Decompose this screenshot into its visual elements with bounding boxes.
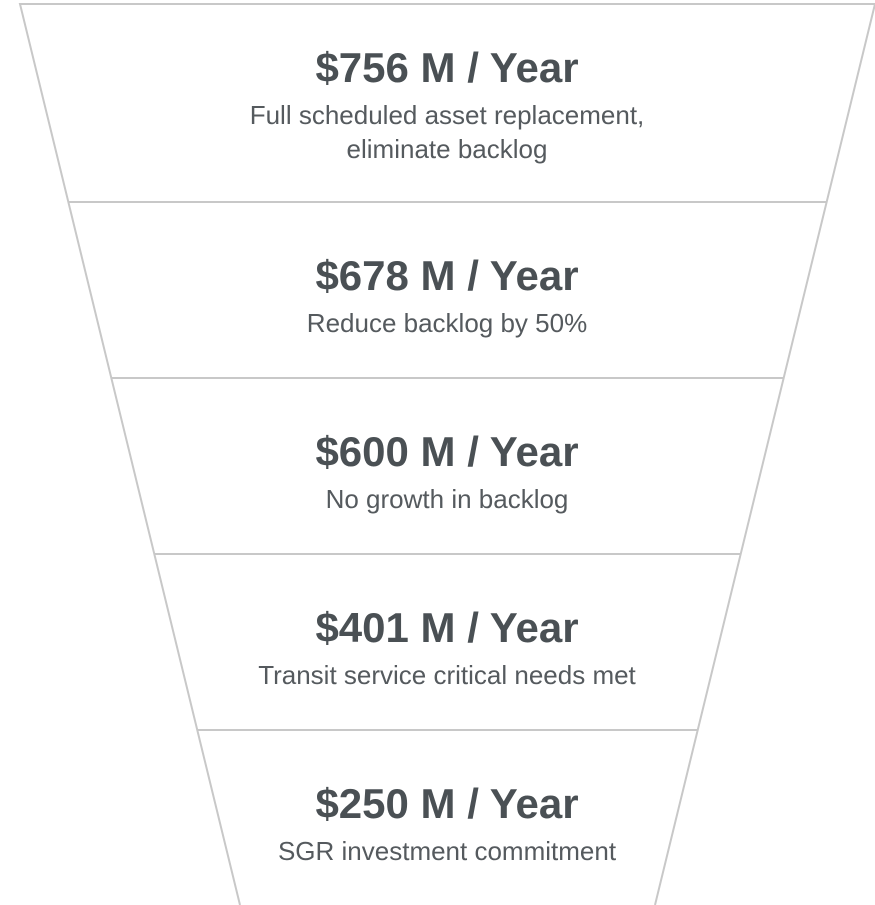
level-amount: $756 M / Year	[315, 44, 578, 91]
level-amount: $401 M / Year	[315, 604, 578, 651]
level-amount: $600 M / Year	[315, 428, 578, 475]
funnel-outline	[18, 3, 875, 905]
level-description: Reduce backlog by 50%	[307, 308, 587, 338]
level-amount: $250 M / Year	[315, 780, 578, 827]
level-description: Full scheduled asset replacement,	[250, 100, 645, 130]
level-amount: $678 M / Year	[315, 252, 578, 299]
level-description: No growth in backlog	[326, 484, 569, 514]
level-description: SGR investment commitment	[278, 836, 617, 866]
level-description: eliminate backlog	[347, 134, 548, 164]
level-description: Transit service critical needs met	[258, 660, 636, 690]
